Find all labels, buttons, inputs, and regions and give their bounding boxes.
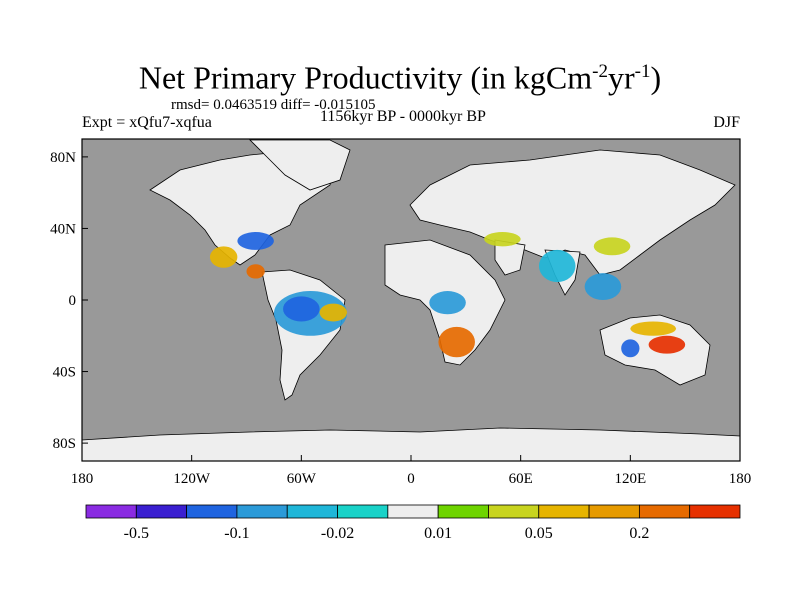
colorbar-swatch: [387, 504, 439, 519]
anomaly-southern-africa: [438, 326, 475, 358]
anomaly-central-africa: [429, 291, 466, 315]
x-tick-label: 60E: [509, 471, 533, 487]
colorbar-swatch: [236, 504, 288, 519]
anomaly-middle-east: [484, 232, 521, 247]
anomaly-amazon-core: [283, 296, 320, 322]
y-tick-label: 80S: [53, 436, 76, 452]
y-tick-label: 80N: [50, 150, 76, 166]
landmass-north-america: [149, 149, 336, 266]
period-label: 1156kyr BP - 0000kyr BP: [320, 108, 486, 125]
anomaly-se-asia: [584, 273, 622, 301]
colorbar-label: 0.01: [424, 525, 452, 542]
anomaly-australia-west: [621, 339, 640, 358]
colorbar-swatch: [689, 504, 741, 519]
y-tick-label: 40S: [53, 365, 76, 381]
season-label: DJF: [713, 114, 740, 131]
x-tick-label: 0: [407, 471, 415, 487]
anomaly-se-usa: [237, 232, 274, 250]
experiment-label: Expt = xQfu7-xqfua: [82, 114, 212, 131]
x-axis-ticks: 180 120W 60W 0 60E 120E 180: [71, 455, 752, 487]
colorbar-swatch: [85, 504, 137, 519]
colorbar-swatch: [135, 504, 188, 519]
colorbar: -0.5 -0.1 -0.02 0.01 0.05 0.2: [85, 504, 741, 542]
anomaly-australia-center: [648, 335, 686, 354]
anomaly-caribbean: [246, 264, 265, 279]
colorbar-label: 0.2: [629, 525, 649, 542]
colorbar-label: -0.1: [224, 525, 249, 542]
landmass-greenland: [249, 139, 351, 191]
anomaly-china: [593, 237, 631, 256]
landmass-arabia: [494, 239, 526, 276]
colorbar-swatch: [588, 504, 640, 519]
stats-line: rmsd= 0.0463519 diff= -0.015105: [171, 97, 376, 113]
anomaly-mexico: [209, 246, 238, 268]
x-tick-label: 120E: [614, 471, 646, 487]
colorbar-label: -0.5: [124, 525, 149, 542]
colorbar-swatch: [488, 504, 540, 519]
anomaly-layer: [209, 232, 686, 358]
x-tick-label: 180: [71, 471, 94, 487]
x-tick-label: 180: [729, 471, 752, 487]
colorbar-swatch: [538, 504, 590, 519]
y-tick-label: 40N: [50, 221, 76, 237]
colorbar-label: -0.02: [321, 525, 354, 542]
colorbar-swatch: [437, 504, 489, 519]
x-tick-label: 60W: [287, 471, 317, 487]
map-title: Net Primary Productivity (in kgCm-2yr-1): [138, 59, 662, 96]
y-axis-ticks: 80N 40N 0 40S 80S: [50, 150, 88, 452]
anomaly-brazil-east: [319, 303, 348, 322]
colorbar-swatch: [337, 504, 389, 519]
colorbar-swatch: [186, 504, 238, 519]
anomaly-australia-north: [630, 321, 677, 336]
y-tick-label: 0: [69, 293, 77, 309]
colorbar-swatch: [286, 504, 338, 519]
colorbar-swatch: [638, 504, 691, 519]
anomaly-india: [538, 249, 576, 283]
x-tick-label: 120W: [173, 471, 211, 487]
colorbar-label: 0.05: [525, 525, 553, 542]
